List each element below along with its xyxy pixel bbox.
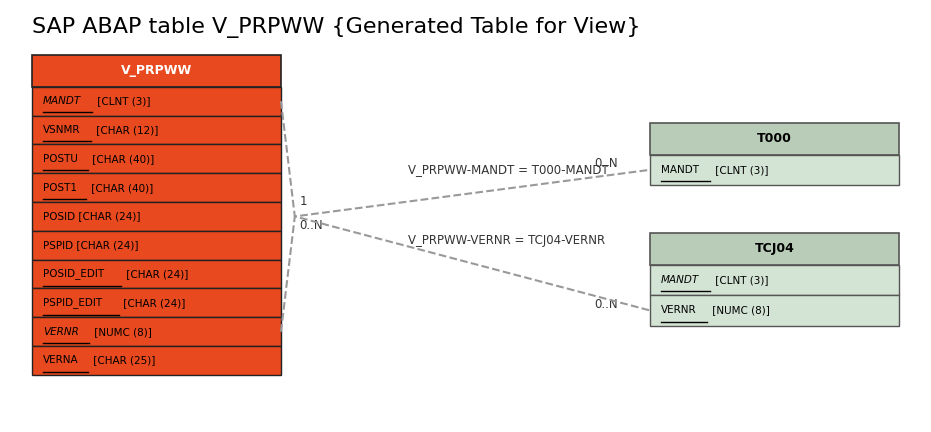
Text: MANDT: MANDT	[43, 96, 81, 106]
FancyBboxPatch shape	[32, 260, 281, 289]
Text: VERNR: VERNR	[43, 327, 79, 337]
Text: 0..N: 0..N	[595, 157, 618, 170]
Text: POSID [CHAR (24)]: POSID [CHAR (24)]	[43, 211, 141, 222]
FancyBboxPatch shape	[650, 123, 899, 155]
FancyBboxPatch shape	[32, 144, 281, 173]
Text: [CHAR (24)]: [CHAR (24)]	[123, 269, 188, 279]
Text: [NUMC (8)]: [NUMC (8)]	[708, 305, 769, 315]
Text: VERNA: VERNA	[43, 356, 78, 365]
Text: V_PRPWW: V_PRPWW	[121, 64, 192, 77]
Text: [CHAR (25)]: [CHAR (25)]	[90, 356, 155, 365]
FancyBboxPatch shape	[32, 55, 281, 87]
Text: [CHAR (12)]: [CHAR (12)]	[93, 125, 158, 135]
Text: V_PRPWW-VERNR = TCJ04-VERNR: V_PRPWW-VERNR = TCJ04-VERNR	[408, 234, 605, 247]
Text: POST1: POST1	[43, 183, 77, 193]
Text: SAP ABAP table V_PRPWW {Generated Table for View}: SAP ABAP table V_PRPWW {Generated Table …	[32, 17, 641, 38]
FancyBboxPatch shape	[650, 155, 899, 185]
Text: [CLNT (3)]: [CLNT (3)]	[712, 275, 768, 285]
Text: V_PRPWW-MANDT = T000-MANDT: V_PRPWW-MANDT = T000-MANDT	[408, 163, 609, 176]
Text: TCJ04: TCJ04	[755, 242, 794, 255]
Text: [NUMC (8)]: [NUMC (8)]	[90, 327, 152, 337]
Text: [CHAR (40)]: [CHAR (40)]	[88, 183, 154, 193]
Text: T000: T000	[757, 132, 792, 145]
FancyBboxPatch shape	[650, 295, 899, 326]
Text: PSPID_EDIT: PSPID_EDIT	[43, 297, 102, 308]
FancyBboxPatch shape	[32, 317, 281, 346]
Text: VERNR: VERNR	[661, 305, 696, 315]
Text: MANDT: MANDT	[661, 165, 699, 175]
Text: POSTU: POSTU	[43, 154, 78, 164]
Text: 0..N: 0..N	[595, 298, 618, 311]
Text: 1: 1	[300, 195, 307, 208]
FancyBboxPatch shape	[32, 289, 281, 317]
Text: MANDT: MANDT	[661, 275, 699, 285]
FancyBboxPatch shape	[32, 346, 281, 375]
FancyBboxPatch shape	[32, 202, 281, 231]
Text: 0..N: 0..N	[300, 219, 323, 232]
Text: [CLNT (3)]: [CLNT (3)]	[94, 96, 150, 106]
Text: POSID_EDIT: POSID_EDIT	[43, 269, 104, 280]
Text: [CHAR (40)]: [CHAR (40)]	[89, 154, 155, 164]
FancyBboxPatch shape	[32, 116, 281, 144]
Text: [CLNT (3)]: [CLNT (3)]	[711, 165, 768, 175]
Text: VSNMR: VSNMR	[43, 125, 80, 135]
Text: PSPID [CHAR (24)]: PSPID [CHAR (24)]	[43, 240, 139, 250]
FancyBboxPatch shape	[32, 231, 281, 260]
FancyBboxPatch shape	[650, 265, 899, 295]
Text: [CHAR (24)]: [CHAR (24)]	[120, 298, 186, 308]
FancyBboxPatch shape	[32, 87, 281, 116]
FancyBboxPatch shape	[650, 233, 899, 265]
FancyBboxPatch shape	[32, 173, 281, 202]
